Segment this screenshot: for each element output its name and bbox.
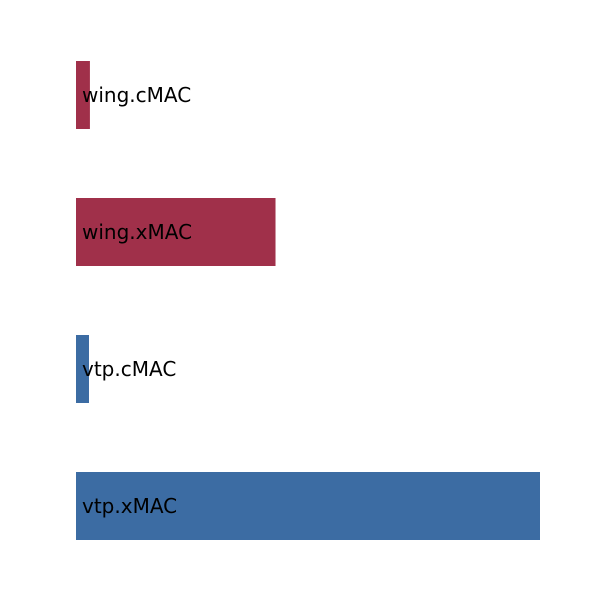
- bar-wing-cmac: [76, 61, 90, 129]
- bar-label-wing-xmac: wing.xMAC: [82, 220, 192, 244]
- bar-vtp-cmac: [76, 335, 89, 403]
- bar-label-vtp-cmac: vtp.cMAC: [82, 357, 176, 381]
- labels-group: wing.cMAC wing.xMAC vtp.cMAC vtp.xMAC: [82, 83, 192, 518]
- bar-label-vtp-xmac: vtp.xMAC: [82, 494, 177, 518]
- bars-group: [76, 61, 540, 540]
- bar-label-wing-cmac: wing.cMAC: [82, 83, 191, 107]
- bar-vtp-xmac: [76, 472, 540, 540]
- bar-wing-xmac: [76, 198, 276, 266]
